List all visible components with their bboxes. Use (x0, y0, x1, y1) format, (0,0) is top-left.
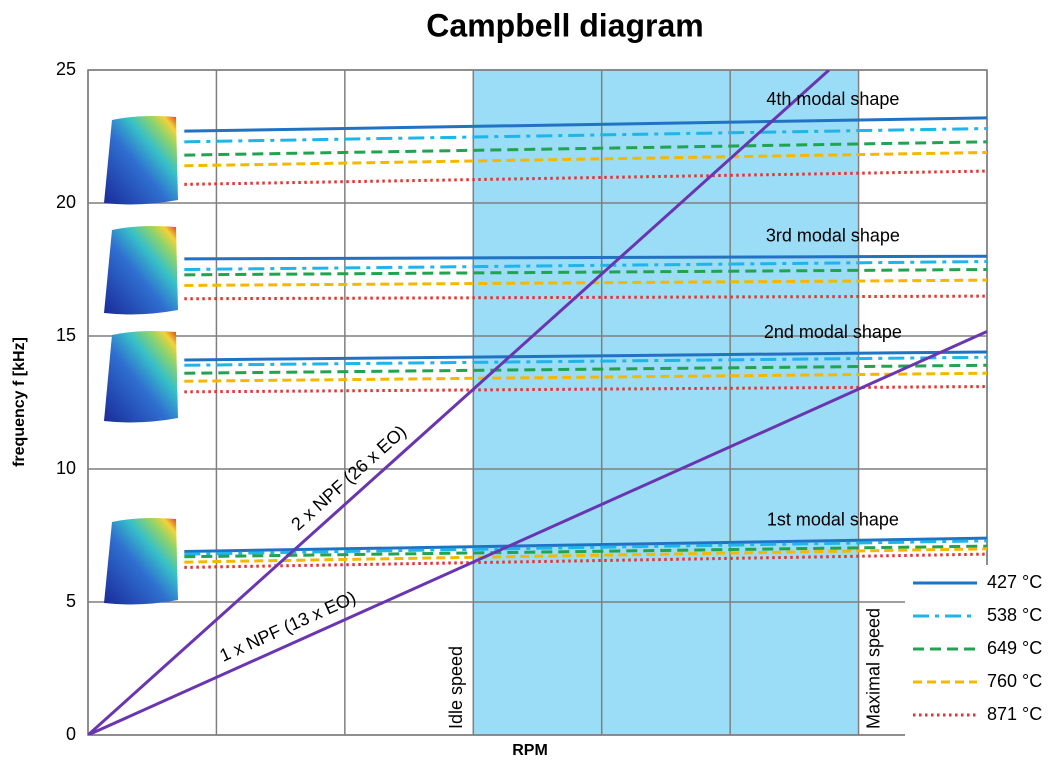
blade-images (104, 116, 178, 604)
mode-label: 4th modal shape (766, 89, 899, 109)
legend-label: 871 °C (987, 704, 1042, 724)
y-axis-label: frequency f [kHz] (11, 337, 28, 467)
blade-image (104, 331, 178, 422)
legend-label: 538 °C (987, 605, 1042, 625)
mode-label: 1st modal shape (767, 509, 899, 529)
legend-label: 427 °C (987, 572, 1042, 592)
y-tick-label: 0 (66, 724, 76, 744)
band-label: Idle speed (446, 646, 466, 729)
mode-label: 3rd modal shape (766, 225, 900, 245)
legend: 427 °C 538 °C 649 °C 760 °C 871 °C (905, 565, 1053, 762)
plot-background (473, 70, 858, 735)
band-label: Maximal speed (863, 608, 883, 729)
mode-label: 2nd modal shape (764, 322, 902, 342)
speed-band (473, 70, 858, 735)
excitation-label: 2 x NPF (26 x EO) (287, 421, 410, 534)
y-tick-label: 25 (56, 59, 76, 79)
legend-label: 760 °C (987, 671, 1042, 691)
page: 0 5 10 15 20 25 Idle speed Maximal speed Campbe… (0, 0, 1056, 765)
y-tick-label: 10 (56, 458, 76, 478)
y-tick-label: 20 (56, 192, 76, 212)
x-axis-label: RPM (512, 742, 548, 759)
chart-title: Campbell diagram (426, 7, 703, 43)
blade-image (104, 518, 178, 604)
legend-box (905, 565, 1053, 762)
chart: 0 5 10 15 20 25 Idle speed Maximal speed Campbe… (0, 0, 1056, 765)
y-tick-label: 5 (66, 591, 76, 611)
legend-label: 649 °C (987, 638, 1042, 658)
blade-image (104, 226, 178, 314)
blade-image (104, 116, 178, 204)
y-tick-label: 15 (56, 325, 76, 345)
frequency-line (184, 256, 987, 259)
